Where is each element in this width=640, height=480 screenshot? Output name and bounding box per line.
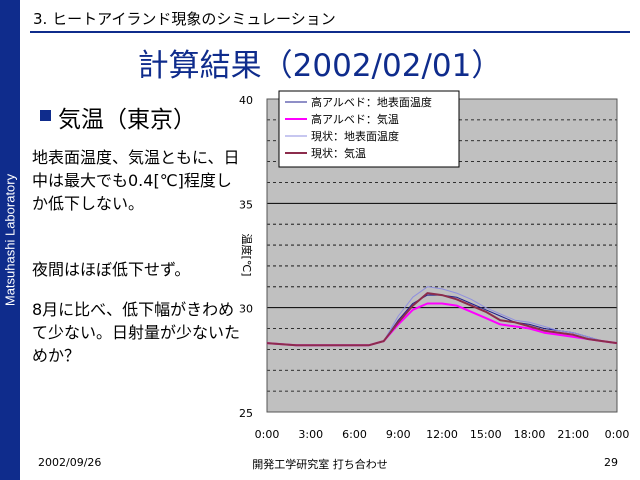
legend-label: 現状：地表面温度: [311, 129, 399, 143]
legend-label: 現状：気温: [311, 146, 366, 160]
header-divider: [30, 31, 630, 33]
y-tick-label: 35: [239, 198, 253, 211]
x-tick-label: 0:00: [605, 428, 630, 441]
sidebar-band: Matsuhashi Laboratory: [0, 0, 20, 480]
paragraph-comparison: 8月に比べ、低下幅がきわめて少ない。日射量が少ないためか？: [32, 300, 241, 365]
footer-center: 開発工学研究室 打ち合わせ: [252, 458, 388, 471]
x-tick-label: 15:00: [470, 428, 502, 441]
legend-label: 高アルベド：地表面温度: [311, 95, 432, 109]
y-tick-label: 25: [239, 407, 253, 420]
content-heading: 気温（東京）: [58, 107, 196, 133]
y-axis-label: 温度[℃]: [240, 234, 254, 277]
section-heading: 3. ヒートアイランド現象のシミュレーション: [33, 10, 336, 28]
x-tick-label: 21:00: [557, 428, 589, 441]
y-tick-label: 40: [239, 94, 253, 107]
y-tick-label: 30: [239, 303, 253, 316]
bullet-square-icon: [40, 110, 51, 121]
x-tick-label: 0:00: [255, 428, 280, 441]
footer-date: 2002/09/26: [38, 456, 102, 469]
footer-page-number: 29: [604, 456, 618, 469]
x-tick-label: 12:00: [426, 428, 458, 441]
legend-label: 高アルベド：気温: [311, 112, 399, 126]
x-tick-label: 3:00: [298, 428, 323, 441]
paragraph-summary: 地表面温度、気温ともに、日中は最大でも0.4[℃]程度しか低下しない。: [32, 148, 240, 213]
legend-box: [278, 90, 460, 168]
x-tick-label: 6:00: [342, 428, 367, 441]
series-line: [266, 292, 618, 347]
x-tick-label: 9:00: [386, 428, 411, 441]
x-tick-label: 18:00: [514, 428, 546, 441]
paragraph-night: 夜間はほぼ低下せず。: [32, 260, 191, 279]
page-title: 計算結果（2002/02/01）: [137, 48, 503, 84]
